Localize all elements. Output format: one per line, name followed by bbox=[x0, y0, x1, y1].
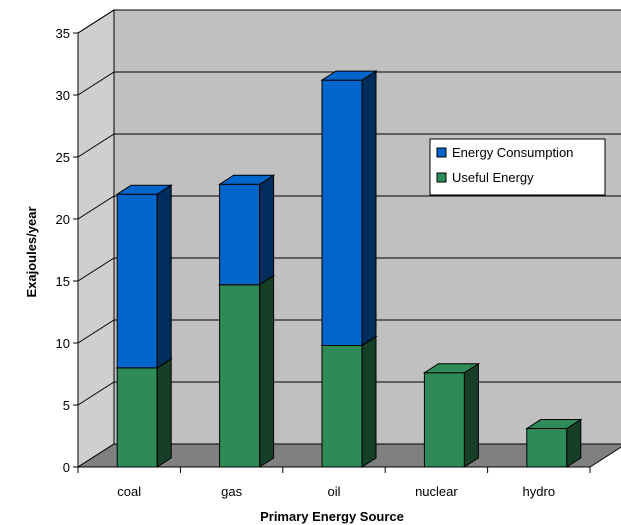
bar-segment bbox=[525, 418, 583, 468]
bar-side bbox=[361, 335, 377, 468]
bar-segment bbox=[217, 274, 276, 468]
bar-face bbox=[116, 193, 158, 369]
gridline bbox=[77, 71, 621, 96]
y-tick-label: 0 bbox=[63, 460, 70, 475]
bar-segment bbox=[217, 174, 276, 286]
gridline bbox=[77, 195, 621, 220]
bar-side bbox=[361, 70, 377, 347]
gridline bbox=[77, 319, 621, 344]
side-wall bbox=[77, 9, 115, 468]
bar-side bbox=[463, 362, 479, 468]
legend: Energy Consumption Useful Energy bbox=[429, 138, 606, 196]
y-tick-label: 10 bbox=[56, 336, 70, 351]
bar-side bbox=[259, 174, 275, 286]
x-tick-label: nuclear bbox=[415, 484, 458, 499]
legend-box bbox=[429, 138, 606, 196]
gridline bbox=[77, 133, 621, 158]
x-tick-label: gas bbox=[221, 484, 242, 499]
bar-top bbox=[320, 70, 378, 81]
y-tick-label: 25 bbox=[56, 150, 70, 165]
legend-label: Energy Consumption bbox=[452, 145, 573, 160]
bar-top bbox=[422, 363, 481, 374]
bar-side bbox=[156, 357, 172, 468]
x-tick-label: oil bbox=[327, 484, 340, 499]
bar-segment bbox=[115, 357, 173, 468]
legend-swatch bbox=[436, 147, 447, 158]
bar-face bbox=[219, 284, 261, 468]
bar-top bbox=[115, 184, 173, 195]
y-axis-title: Exajoules/year bbox=[24, 206, 39, 297]
bar-top bbox=[217, 174, 276, 185]
bar-face bbox=[219, 183, 261, 286]
bar-segment bbox=[320, 335, 378, 468]
bar-segment bbox=[422, 362, 481, 468]
gridline bbox=[77, 9, 621, 34]
y-tick-label: 20 bbox=[56, 212, 70, 227]
bar-face bbox=[423, 372, 465, 468]
bar-segment bbox=[320, 70, 378, 347]
x-tick-label: coal bbox=[117, 484, 141, 499]
gridline bbox=[77, 257, 621, 282]
bar-face bbox=[116, 367, 158, 468]
x-tick-label: hydro bbox=[523, 484, 556, 499]
bars bbox=[115, 70, 583, 468]
bar-segment bbox=[115, 184, 173, 369]
tick-labels: 0 5 10 15 20 25 30 35 coal gas oil nuclear hydro bbox=[56, 26, 556, 499]
bar-face bbox=[321, 79, 363, 346]
x-axis-title: Primary Energy Source bbox=[260, 509, 404, 524]
y-tick-label: 30 bbox=[56, 88, 70, 103]
bar-face bbox=[526, 428, 568, 468]
bar-face bbox=[321, 344, 363, 468]
bar-top bbox=[525, 419, 583, 430]
bar-side bbox=[259, 274, 275, 468]
y-tick-label: 15 bbox=[56, 274, 70, 289]
legend-swatch bbox=[436, 172, 447, 183]
y-tick-label: 35 bbox=[56, 26, 70, 41]
y-tick-label: 5 bbox=[63, 398, 70, 413]
legend-label: Useful Energy bbox=[452, 170, 534, 185]
axes bbox=[73, 32, 591, 473]
bar-side bbox=[156, 184, 172, 369]
